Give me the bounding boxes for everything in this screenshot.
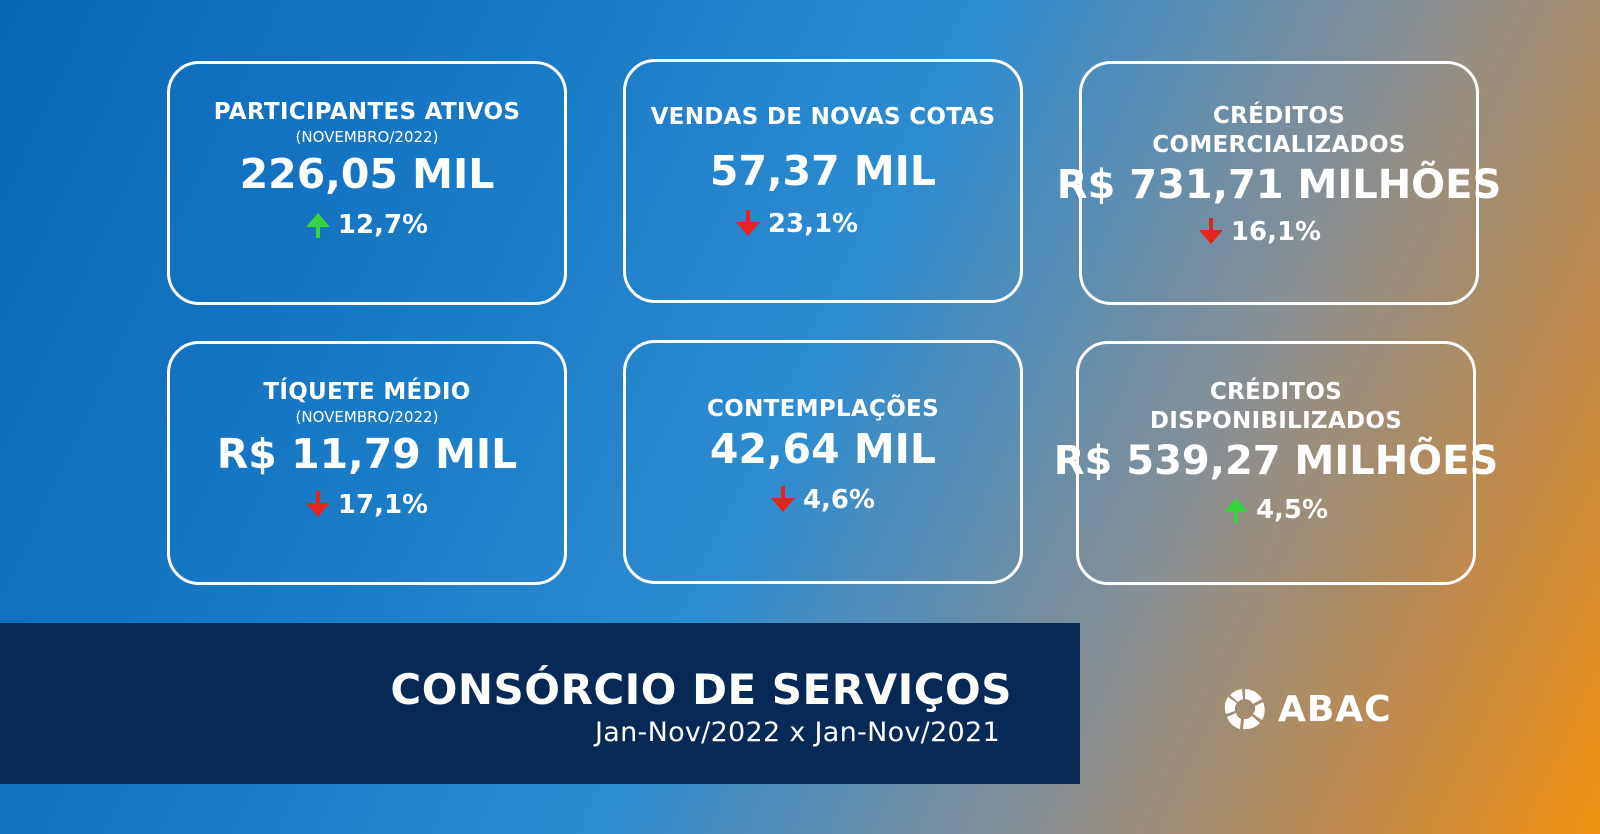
banner-title: CONSÓRCIO DE SERVIÇOS [390,665,1012,714]
card-change-value: 4,5% [1255,495,1329,525]
stat-card-tiquete-medio: TÍQUETE MÉDIO (NOVEMBRO/2022) R$ 11,79 M… [167,341,567,585]
card-value: 57,37 MIL [709,147,937,195]
stat-card-contemplacoes: CONTEMPLAÇÕES 42,64 MIL 4,6% [623,340,1023,584]
stat-card-participantes-ativos: PARTICIPANTES ATIVOS (NOVEMBRO/2022) 226… [167,61,567,305]
card-change: 4,5% [1223,494,1329,526]
card-title-line2: DISPONIBILIZADOS [1149,408,1403,434]
card-change-value: 12,7% [337,210,429,240]
arrow-down-icon [770,486,795,512]
abac-logo-icon [1224,689,1265,730]
card-change-value: 23,1% [767,209,859,239]
arrow-up-icon [305,213,330,238]
arrow-down-icon [1198,218,1223,244]
card-change: 23,1% [735,208,859,240]
card-change-value: 4,6% [802,485,876,515]
card-change-value: 16,1% [1230,217,1322,247]
title-banner: CONSÓRCIO DE SERVIÇOS Jan-Nov/2022 x Jan… [0,623,1080,784]
logo-text: ABAC [1278,688,1392,730]
card-title: TÍQUETE MÉDIO [263,379,471,405]
stat-card-vendas-novas-cotas: VENDAS DE NOVAS COTAS 57,37 MIL 23,1% [623,59,1023,303]
card-value: R$ 11,79 MIL [216,430,518,478]
card-value: R$ 539,27 MILHÕES [1053,438,1499,484]
card-change: 16,1% [1198,216,1322,248]
arrow-up-icon [1223,498,1248,523]
card-title: VENDAS DE NOVAS COTAS [650,104,996,130]
card-title: PARTICIPANTES ATIVOS [213,99,521,125]
card-value: 42,64 MIL [709,425,937,473]
card-change: 12,7% [305,209,429,241]
card-title-line1: CRÉDITOS [1212,103,1346,129]
card-change: 17,1% [305,489,429,521]
card-change-value: 17,1% [337,490,429,520]
card-subtitle: (NOVEMBRO/2022) [295,408,439,426]
card-value: 226,05 MIL [239,150,495,198]
card-value: R$ 731,71 MILHÕES [1056,162,1502,208]
banner-subtitle: Jan-Nov/2022 x Jan-Nov/2021 [595,717,1000,748]
card-title-line2: COMERCIALIZADOS [1152,132,1406,158]
stat-card-creditos-disponibilizados: CRÉDITOS DISPONIBILIZADOS R$ 539,27 MILH… [1054,341,1498,585]
arrow-down-icon [305,491,330,517]
card-title-line1: CRÉDITOS [1209,379,1343,405]
card-change: 4,6% [770,484,876,516]
abac-logo: ABAC [1222,686,1392,732]
stat-card-creditos-comercializados: CRÉDITOS COMERCIALIZADOS R$ 731,71 MILHÕ… [1057,61,1501,305]
card-title: CONTEMPLAÇÕES [707,396,939,422]
arrow-down-icon [735,210,760,236]
card-subtitle: (NOVEMBRO/2022) [295,128,439,146]
